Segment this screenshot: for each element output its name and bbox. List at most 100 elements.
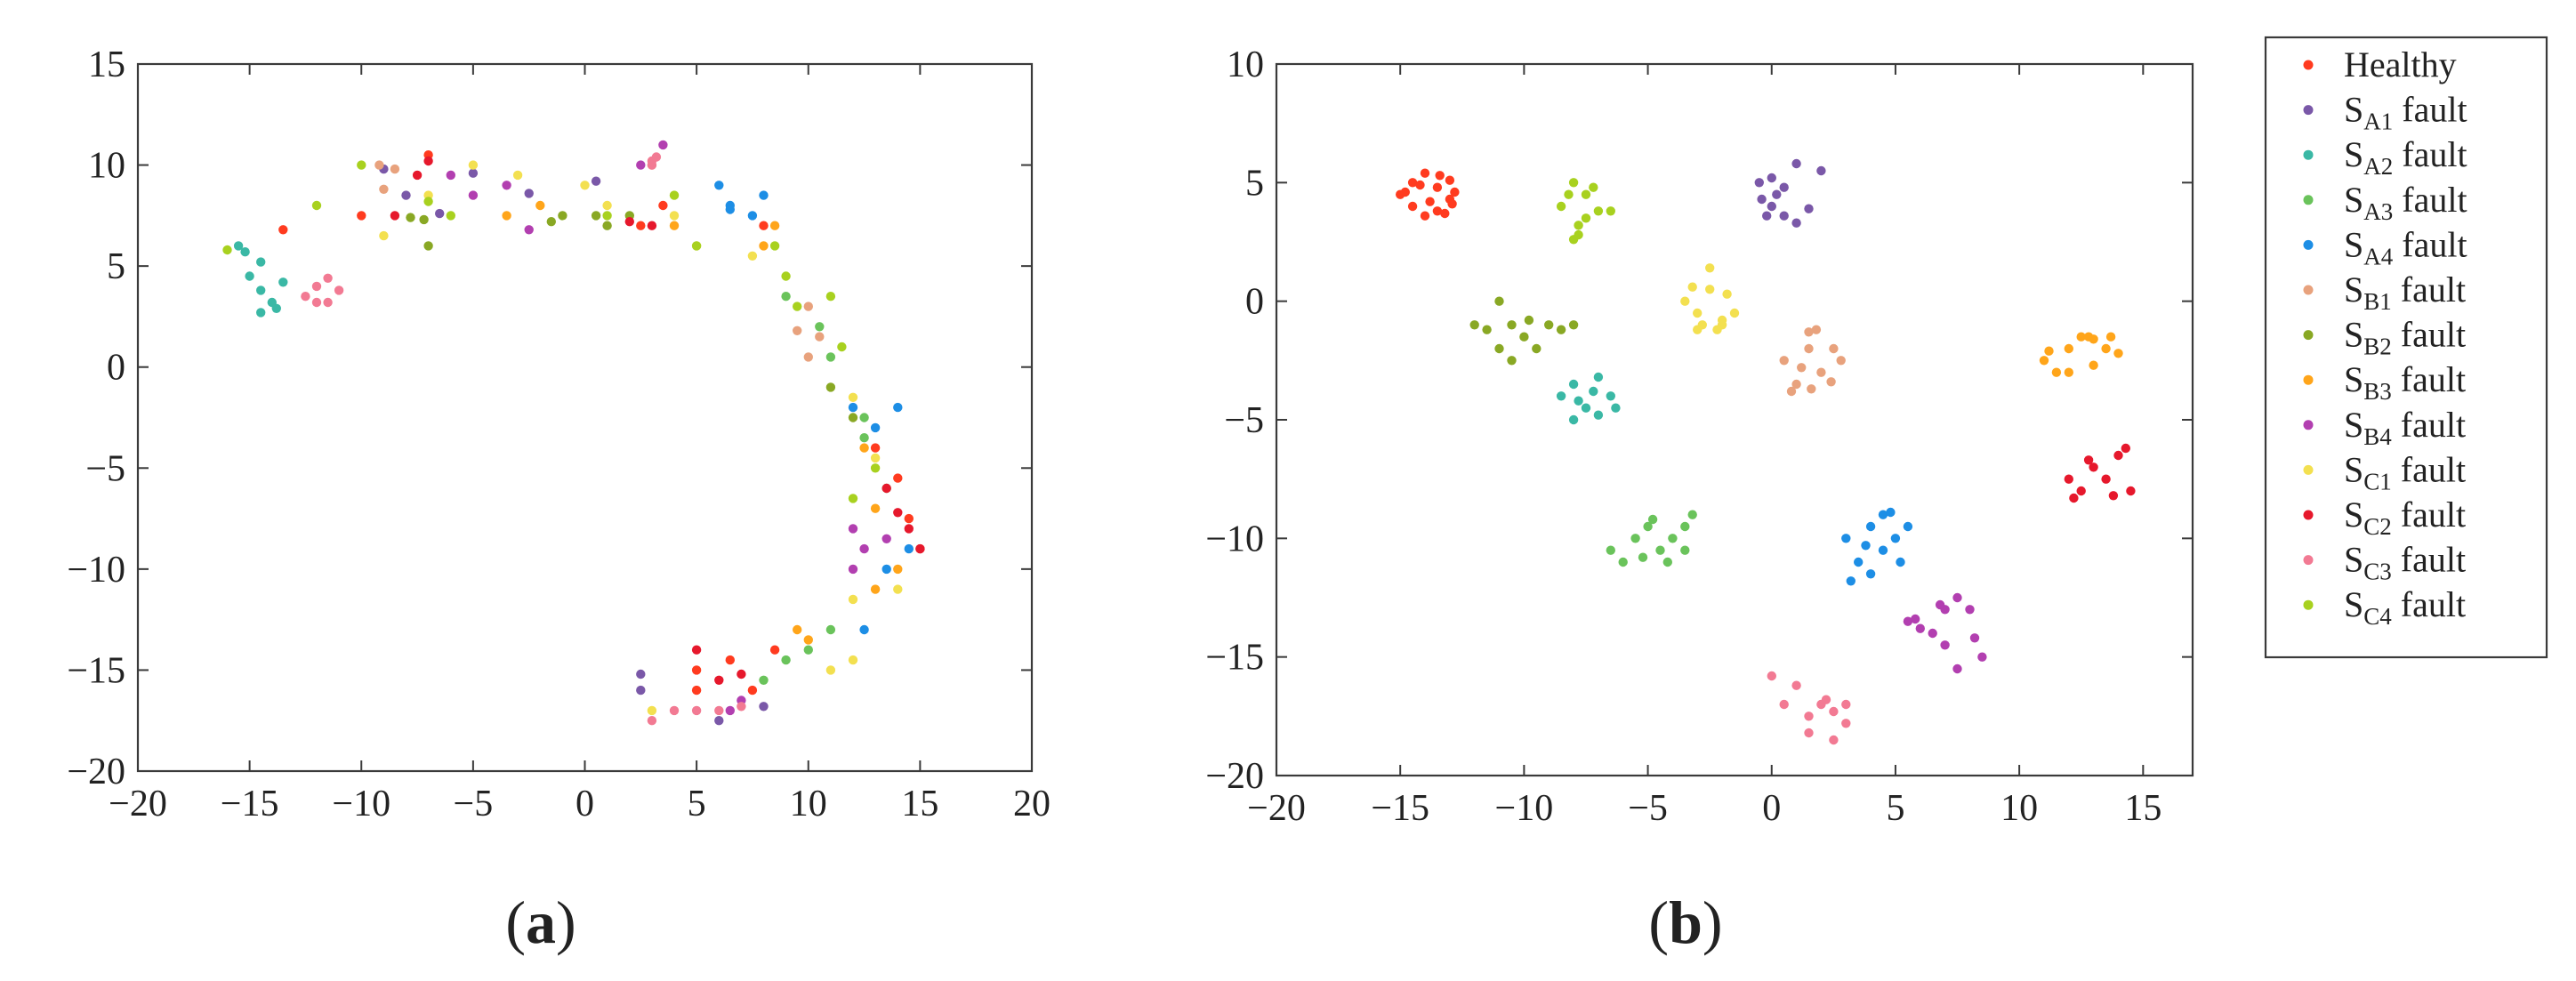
data-point xyxy=(881,483,891,494)
data-point xyxy=(311,281,322,292)
data-point xyxy=(859,624,869,635)
data-point xyxy=(546,217,556,227)
data-point xyxy=(624,217,634,227)
data-point xyxy=(1593,206,1604,216)
data-point xyxy=(222,245,232,255)
data-point xyxy=(658,200,668,211)
data-point xyxy=(647,705,657,716)
data-point xyxy=(334,285,344,295)
data-point xyxy=(1564,189,1574,199)
data-point xyxy=(2064,343,2073,354)
data-point xyxy=(1804,728,1814,738)
data-point xyxy=(524,189,534,198)
data-point xyxy=(1697,320,1708,330)
data-point xyxy=(859,433,869,443)
data-point xyxy=(1556,391,1566,401)
data-point xyxy=(1687,510,1697,519)
data-point xyxy=(881,564,891,575)
data-point xyxy=(1407,201,1418,212)
data-point xyxy=(881,534,891,543)
data-point xyxy=(825,292,836,302)
y-tick-label-b: 10 xyxy=(1227,44,1264,85)
data-point xyxy=(2089,360,2098,370)
data-point xyxy=(725,205,735,214)
data-point xyxy=(691,645,702,655)
data-point xyxy=(1432,206,1443,216)
data-point xyxy=(2101,474,2111,484)
data-point xyxy=(591,176,601,186)
data-point xyxy=(1568,320,1579,330)
data-point xyxy=(714,716,724,726)
data-point xyxy=(870,584,881,594)
data-point xyxy=(1791,158,1801,169)
data-point xyxy=(803,635,813,645)
data-point xyxy=(781,655,791,665)
data-point xyxy=(1865,569,1876,579)
data-point xyxy=(859,443,869,453)
data-point xyxy=(1494,296,1504,306)
data-point xyxy=(870,453,881,463)
data-point xyxy=(357,211,366,221)
series-sa2-fault-a xyxy=(233,241,288,318)
series-sb1-fault-b xyxy=(1779,325,1846,397)
data-point xyxy=(1680,521,1690,532)
data-point xyxy=(2064,367,2073,377)
data-point xyxy=(893,508,903,518)
legend-label: SC4 fault xyxy=(2344,584,2466,630)
data-point xyxy=(1556,325,1566,334)
data-point xyxy=(1836,356,1846,366)
data-point xyxy=(278,277,288,287)
data-point xyxy=(2044,346,2054,356)
legend-marker xyxy=(2303,420,2314,430)
data-point xyxy=(1826,377,1836,387)
series-sa1-fault-b xyxy=(1754,158,1826,228)
data-point xyxy=(591,211,601,221)
y-tick-label-b: −20 xyxy=(1205,756,1264,797)
data-point xyxy=(737,702,746,712)
legend-label: SA3 fault xyxy=(2344,180,2467,225)
data-point xyxy=(1420,211,1430,221)
data-point xyxy=(1568,379,1579,390)
data-point xyxy=(1574,396,1583,406)
panel-a-scatter-plot: −20 −15 −10 −5 0 5 10 15 20 −20 −15 −10 −5 0 5 10 15 (a) xyxy=(67,44,1051,956)
data-point xyxy=(793,326,802,335)
data-point xyxy=(1940,640,1950,650)
data-point xyxy=(1911,614,1920,624)
data-point xyxy=(1447,199,1457,209)
x-tick-label-b: −5 xyxy=(1628,788,1668,829)
data-point xyxy=(915,543,925,554)
legend-marker xyxy=(2303,555,2314,566)
legend-label: SB2 fault xyxy=(2344,315,2466,360)
data-point xyxy=(435,208,445,219)
panel-caption-a: (a) xyxy=(505,889,576,956)
data-point xyxy=(1507,320,1517,330)
data-point xyxy=(848,564,858,575)
data-point xyxy=(669,211,680,221)
data-point xyxy=(1589,182,1598,192)
data-point xyxy=(1574,229,1583,240)
data-point xyxy=(793,624,802,635)
data-point xyxy=(1729,308,1740,318)
data-point xyxy=(2105,332,2116,342)
data-point xyxy=(651,152,662,162)
data-point xyxy=(446,211,455,221)
data-point xyxy=(1890,534,1901,543)
data-point xyxy=(1903,521,1913,532)
data-point xyxy=(379,184,389,194)
legend-item: SC2 fault xyxy=(2303,495,2466,540)
data-point xyxy=(2089,462,2098,472)
data-point xyxy=(1581,403,1591,413)
data-point xyxy=(468,190,479,200)
panel-b-scatter-plot: −20 −15 −10 −5 0 5 10 15 −20 −15 −10 −5 0 5 10 (b) xyxy=(1205,44,2194,956)
caption-close-paren: ) xyxy=(1703,889,1723,956)
data-point xyxy=(1469,320,1479,330)
data-point xyxy=(2113,450,2123,461)
y-tick-label-a: −5 xyxy=(85,448,125,489)
data-point xyxy=(1662,557,1673,567)
series-healthy-a xyxy=(278,150,925,696)
data-point xyxy=(848,655,858,665)
data-point xyxy=(759,190,769,200)
data-point xyxy=(1779,699,1789,710)
legend-item: SB4 fault xyxy=(2303,405,2466,450)
